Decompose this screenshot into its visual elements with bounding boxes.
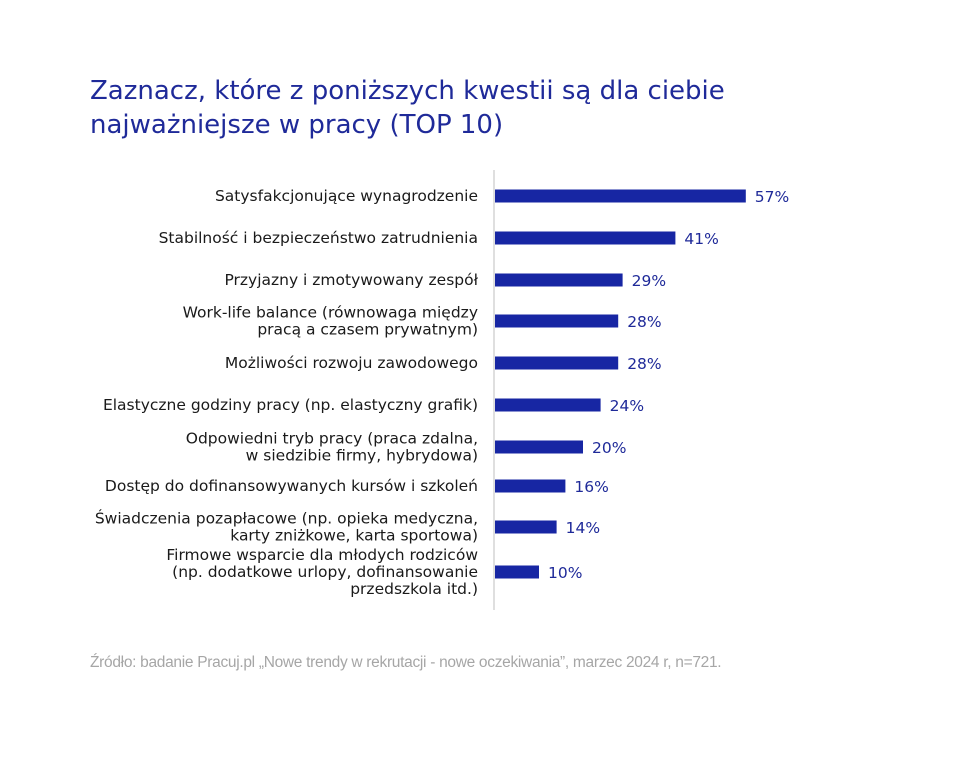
value-label-7: 20% [592,439,626,457]
category-label-7-line-2: w siedzibie firmy, hybrydowa) [246,447,478,465]
category-label-4-line-2: pracą a czasem prywatnym) [257,321,478,339]
value-label-4: 28% [627,313,661,331]
value-label-6: 24% [610,397,644,415]
bar-8 [495,479,566,493]
bar-5 [495,356,619,370]
chart-title: Zaznacz, które z poniższych kwestii są d… [90,76,725,140]
category-label-3: Przyjazny i zmotywowany zespół [224,271,478,289]
category-label-10-line-2: (np. dodatkowe urlopy, dofinansowanie [172,563,478,581]
value-label-8: 16% [574,478,608,496]
category-label-10-line-3: przedszkola itd.) [350,580,478,598]
category-label-1: Satysfakcjonujące wynagrodzenie [215,187,478,205]
value-label-9: 14% [566,519,600,537]
value-label-3: 29% [632,272,666,290]
category-label-7-line-1: Odpowiedni tryb pracy (praca zdalna, [186,430,478,448]
value-label-1: 57% [755,188,789,206]
bar-10 [495,565,539,579]
category-label-4-line-1: Work-life balance (równowaga między [183,304,478,322]
bar-9 [495,520,557,534]
bar-1 [495,189,746,203]
category-label-9-line-1: Świadczenia pozapłacowe (np. opieka medy… [95,509,478,528]
bar-2 [495,231,676,245]
category-label-9-line-2: karty zniżkowe, karta sportowa) [230,527,478,545]
bar-chart: 57% Satysfakcjonujące wynagrodzenie 41% Sta… [95,170,789,610]
category-label-5: Możliwości rozwoju zawodowego [225,354,478,372]
bar-4 [495,314,619,328]
category-label-8: Dostęp do dofinansowywanych kursów i szk… [105,477,478,495]
source-note: Źródło: badanie Pracuj.pl „Nowe trendy w… [90,654,722,671]
value-label-10: 10% [548,564,582,582]
bar-3 [495,273,623,287]
category-label-6: Elastyczne godziny pracy (np. elastyczny… [103,396,478,414]
bar-7 [495,440,583,454]
category-label-10-line-1: Firmowe wsparcie dla młodych rodziców [166,546,478,564]
bar-6 [495,398,601,412]
value-label-5: 28% [627,355,661,373]
category-label-2: Stabilność i bezpieczeństwo zatrudnienia [159,229,478,247]
value-label-2: 41% [684,230,718,248]
